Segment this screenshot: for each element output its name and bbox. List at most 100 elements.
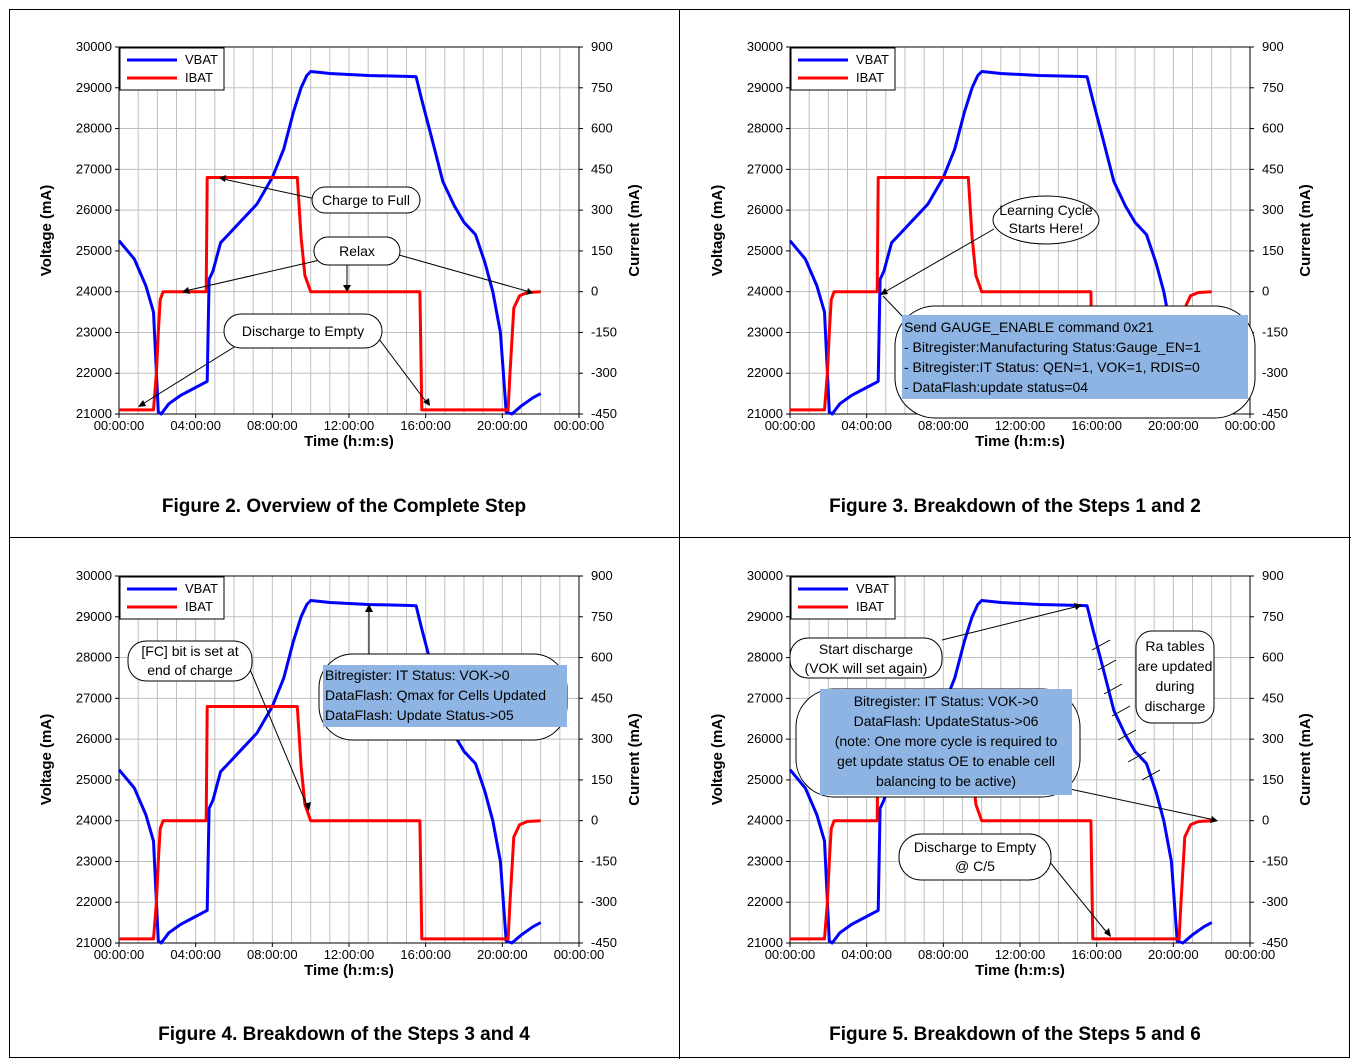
annotation-text: Bitregister: IT Status: VOK->0 bbox=[325, 667, 510, 683]
annotation-text: Start discharge bbox=[819, 641, 913, 657]
y-tick-label: 29000 bbox=[747, 609, 783, 624]
legend-box bbox=[790, 47, 896, 91]
y-tick-label: 21000 bbox=[747, 406, 783, 421]
legend-label-vbat: VBAT bbox=[185, 52, 218, 67]
legend-box bbox=[790, 576, 896, 620]
y-tick-label: 27000 bbox=[747, 690, 783, 705]
y2-tick-label: -450 bbox=[1262, 406, 1288, 421]
annotation-text: @ C/5 bbox=[955, 858, 995, 874]
y-tick-label: 30000 bbox=[747, 568, 783, 583]
annotation-text: Charge to Full bbox=[322, 192, 410, 208]
x-tick-label: 00:00:00 bbox=[765, 418, 816, 433]
y-tick-label: 26000 bbox=[76, 731, 112, 746]
y2-tick-label: -150 bbox=[1262, 853, 1288, 868]
legend-label-ibat: IBAT bbox=[185, 599, 213, 614]
x-tick-label: 16:00:00 bbox=[400, 418, 451, 433]
y2-tick-label: 450 bbox=[591, 690, 613, 705]
x-tick-label: 00:00:00 bbox=[1225, 418, 1276, 433]
figure-2-caption: Figure 2. Overview of the Complete Step bbox=[161, 496, 527, 517]
y2-axis-label: Current (mA) bbox=[626, 713, 643, 806]
figure-3-chart: 21000 22000 23000 24000 25000 26000 27000 28000… bbox=[709, 39, 1314, 450]
y-tick-label: 27000 bbox=[76, 690, 112, 705]
x-tick-label: 20:00:00 bbox=[1148, 947, 1199, 962]
series-line-vbat bbox=[117, 70, 542, 416]
y-tick-label: 24000 bbox=[76, 284, 112, 299]
y-tick-label: 28000 bbox=[76, 121, 112, 136]
y-tick-label: 25000 bbox=[747, 772, 783, 787]
y2-tick-label: 750 bbox=[591, 609, 613, 624]
y2-tick-label: 900 bbox=[591, 568, 613, 583]
y2-tick-label: 900 bbox=[1262, 39, 1284, 54]
y-tick-label: 27000 bbox=[747, 161, 783, 176]
y-axis-label: Voltage (mA) bbox=[38, 714, 55, 805]
y2-tick-label: -300 bbox=[591, 365, 617, 380]
figure-2-panel: 21000 22000 23000 24000 25000 26000 27000 28000… bbox=[9, 9, 679, 537]
y2-tick-label: 0 bbox=[591, 284, 598, 299]
x-tick-label: 12:00:00 bbox=[995, 947, 1046, 962]
y2-tick-label: -150 bbox=[591, 324, 617, 339]
x-axis-label: Time (h:m:s) bbox=[304, 962, 394, 979]
y-tick-label: 27000 bbox=[76, 161, 112, 176]
legend: VBAT IBAT bbox=[790, 47, 896, 91]
figure-2-chart: 21000 22000 23000 24000 25000 26000 27000 28000… bbox=[38, 39, 643, 450]
y-tick-label: 22000 bbox=[747, 894, 783, 909]
y-tick-label: 21000 bbox=[76, 406, 112, 421]
y2-tick-label: -450 bbox=[1262, 935, 1288, 950]
annotation-text: are updated bbox=[1138, 658, 1213, 674]
y2-tick-label: -300 bbox=[591, 894, 617, 909]
y-tick-label: 23000 bbox=[76, 324, 112, 339]
figure-2-annotations: Charge to Full Relax Discharge to Empty bbox=[138, 175, 533, 407]
figure-5-annotations: Start discharge (VOK will set again) Ra … bbox=[789, 603, 1218, 937]
y-axis-label: Voltage (mA) bbox=[709, 185, 726, 276]
y-tick-label: 24000 bbox=[76, 813, 112, 828]
annotation-text: - DataFlash:update status=04 bbox=[904, 379, 1088, 395]
y-tick-label: 29000 bbox=[76, 80, 112, 95]
annotation-text: Discharge to Empty bbox=[914, 839, 1036, 855]
x-tick-label: 20:00:00 bbox=[477, 947, 528, 962]
y2-tick-label: -150 bbox=[591, 853, 617, 868]
series-line-vbat bbox=[117, 599, 542, 945]
y2-tick-label: 900 bbox=[591, 39, 613, 54]
x-tick-label: 20:00:00 bbox=[477, 418, 528, 433]
y-axis-label: Voltage (mA) bbox=[709, 714, 726, 805]
y-tick-label: 21000 bbox=[747, 935, 783, 950]
y-tick-label: 21000 bbox=[76, 935, 112, 950]
figure-3-caption: Figure 3. Breakdown of the Steps 1 and 2 bbox=[829, 496, 1201, 517]
y2-tick-label: 450 bbox=[591, 161, 613, 176]
y2-tick-label: 0 bbox=[1262, 813, 1269, 828]
y2-tick-label: -150 bbox=[1262, 324, 1288, 339]
x-tick-label: 04:00:00 bbox=[170, 418, 221, 433]
y2-axis-label: Current (mA) bbox=[626, 184, 643, 277]
y2-tick-label: 450 bbox=[1262, 690, 1284, 705]
y-axis-label: Voltage (mA) bbox=[38, 185, 55, 276]
x-tick-label: 16:00:00 bbox=[400, 947, 451, 962]
figure-4-chart: 21000 22000 23000 24000 25000 26000 27000 28000… bbox=[38, 568, 643, 979]
legend-label-vbat: VBAT bbox=[185, 581, 218, 596]
y-tick-label: 23000 bbox=[747, 324, 783, 339]
annotation-text: DataFlash: UpdateStatus->06 bbox=[854, 713, 1039, 729]
y2-tick-label: 600 bbox=[1262, 650, 1284, 665]
annotation-text: - Bitregister:Manufacturing Status:Gauge… bbox=[904, 339, 1201, 355]
y-tick-label: 28000 bbox=[747, 121, 783, 136]
legend: VBAT IBAT bbox=[119, 47, 225, 91]
x-tick-label: 08:00:00 bbox=[247, 947, 298, 962]
y-tick-label: 22000 bbox=[76, 894, 112, 909]
y2-tick-label: 300 bbox=[1262, 731, 1284, 746]
y-tick-label: 25000 bbox=[76, 243, 112, 258]
y-tick-label: 25000 bbox=[76, 772, 112, 787]
ra-table-arrows bbox=[1091, 639, 1161, 781]
y2-tick-label: 750 bbox=[1262, 80, 1284, 95]
legend-box bbox=[119, 47, 225, 91]
annotation-text: Relax bbox=[339, 243, 375, 259]
legend-label-vbat: VBAT bbox=[856, 581, 889, 596]
y-tick-label: 30000 bbox=[76, 39, 112, 54]
annotation-text: Bitregister: IT Status: VOK->0 bbox=[854, 693, 1039, 709]
y-tick-label: 26000 bbox=[747, 202, 783, 217]
x-tick-label: 12:00:00 bbox=[324, 418, 375, 433]
series-line-ibat bbox=[119, 176, 541, 412]
annotation-text: DataFlash: Qmax for Cells Updated bbox=[325, 687, 546, 703]
series-line-vbat bbox=[788, 599, 1213, 945]
y2-tick-label: -300 bbox=[1262, 894, 1288, 909]
y2-tick-label: 300 bbox=[591, 731, 613, 746]
series-line-ibat bbox=[119, 705, 541, 941]
